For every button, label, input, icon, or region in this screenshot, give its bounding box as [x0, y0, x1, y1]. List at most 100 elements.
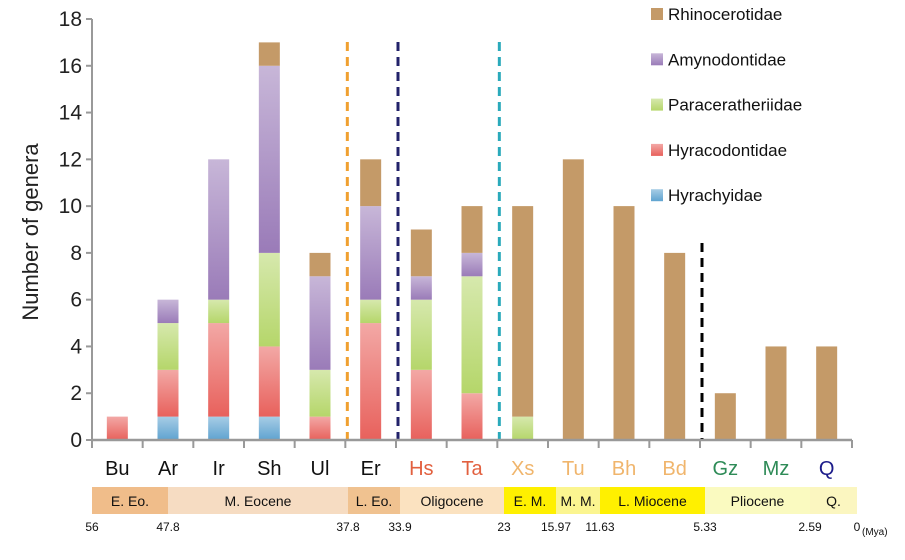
bar-segment-Bu-hyracodontidae	[106, 416, 128, 440]
boundary-age-label: 56	[85, 520, 99, 534]
y-tick-label: 14	[59, 102, 83, 125]
bar-segment-Ir-hyracodontidae	[208, 323, 230, 417]
y-axis-label: Number of genera	[18, 143, 43, 321]
x-tick-label: Bd	[662, 458, 686, 480]
y-tick-label: 12	[59, 148, 82, 171]
bar-segment-Hs-rhinocerotidae	[410, 229, 432, 277]
period-band	[92, 487, 168, 514]
bar-segment-Ul-rhinocerotidae	[309, 252, 331, 277]
legend-label: Rhinocerotidae	[668, 5, 782, 24]
legend: Rhinocerotidae Amynodontidae Paraceratheri…	[651, 5, 802, 205]
x-tick-label: Bu	[105, 458, 129, 480]
bar-segment-Ul-paraceratheriidae	[309, 369, 331, 417]
legend-label: Hyrachyidae	[668, 186, 763, 205]
bar-segment-Ir-paraceratheriidae	[208, 299, 230, 324]
boundary-age-label: 33.9	[388, 520, 412, 534]
legend-label: Paraceratheriidae	[668, 96, 802, 115]
x-tick-label: Gz	[713, 458, 739, 480]
bar-segment-Q-rhinocerotidae	[816, 346, 838, 440]
bar-segment-Tu-rhinocerotidae	[562, 159, 584, 441]
y-tick-label: 18	[59, 8, 82, 31]
bar-segment-Bd-rhinocerotidae	[664, 252, 686, 440]
period-label: E. M.	[514, 493, 547, 509]
period-label: L. Eo.	[356, 493, 393, 509]
x-tick-label: Ta	[461, 458, 483, 480]
bar-segment-Gz-rhinocerotidae	[714, 393, 736, 440]
period-band	[556, 487, 600, 514]
x-tick-label: Bh	[612, 458, 636, 480]
y-tick-label: 4	[70, 335, 82, 358]
legend-label: Amynodontidae	[668, 50, 786, 69]
legend-swatch-paraceratheriidae	[651, 98, 663, 111]
bar-segment-Sh-paraceratheriidae	[258, 252, 280, 347]
period-label: Oligocene	[420, 493, 483, 509]
x-tick-label: Ar	[158, 458, 178, 480]
bar-segment-Hs-amynodontidae	[410, 276, 432, 300]
period-band	[400, 487, 504, 514]
bar-segment-Xs-paraceratheriidae	[512, 416, 534, 440]
boundary-age-label: 2.59	[798, 520, 822, 534]
period-band	[810, 487, 857, 514]
y-tick-label: 2	[70, 382, 82, 405]
bar-segment-Ar-paraceratheriidae	[157, 323, 179, 370]
bar-segment-Ir-hyrachyidae	[208, 416, 230, 440]
legend-swatch-rhinocerotidae	[651, 8, 663, 20]
legend-swatch-amynodontidae	[651, 53, 663, 66]
age-unit-label: (Mya)	[862, 527, 888, 538]
x-tick-label: Er	[361, 458, 381, 480]
legend-swatch-hyrachyidae	[651, 189, 663, 202]
y-tick-label: 0	[70, 429, 82, 452]
x-tick-label: Sh	[257, 458, 281, 480]
legend-swatch-hyracodontidae	[651, 143, 663, 156]
x-tick-label: Ul	[311, 458, 330, 480]
boundary-age-label: 11.63	[585, 520, 614, 534]
bar-segment-Ta-paraceratheriidae	[461, 276, 483, 394]
bar-segment-Er-hyracodontidae	[360, 323, 382, 440]
bar-segment-Sh-hyracodontidae	[258, 346, 280, 417]
period-label: M. M.	[561, 493, 596, 509]
x-tick-label: Hs	[409, 458, 433, 480]
bar-segment-Sh-rhinocerotidae	[258, 42, 280, 66]
period-band	[504, 487, 556, 514]
y-tick-label: 8	[70, 242, 82, 265]
bar-segment-Mz-rhinocerotidae	[765, 346, 787, 440]
bar-segment-Ar-amynodontidae	[157, 299, 179, 324]
bar-segment-Hs-hyracodontidae	[410, 369, 432, 440]
period-label: L. Miocene	[618, 493, 687, 509]
bar-segment-Er-amynodontidae	[360, 206, 382, 300]
bar-segment-Ul-amynodontidae	[309, 276, 331, 370]
boundary-age-label: 37.8	[336, 520, 360, 534]
x-tick-label: Q	[819, 458, 835, 480]
bar-segment-Ta-rhinocerotidae	[461, 206, 483, 253]
period-label: M. Eocene	[225, 493, 292, 509]
axes: 0 2 4 6 8 10 12 14 16 18 Bu Ar Ir Sh Ul Er Hs Ta Xs Tu Bh Bd G…	[59, 8, 853, 480]
bar-segment-Ar-hyrachyidae	[157, 416, 179, 440]
period-label: Q.	[826, 493, 841, 509]
period-label: Pliocene	[731, 493, 785, 509]
bar-segment-Ar-hyracodontidae	[157, 369, 179, 417]
x-tick-label: Xs	[511, 458, 534, 480]
bar-segment-Sh-amynodontidae	[258, 65, 280, 253]
x-tick-label: Tu	[562, 458, 585, 480]
period-label: E. Eo.	[111, 493, 149, 509]
bar-segment-Xs-rhinocerotidae	[512, 206, 534, 417]
period-band	[705, 487, 810, 514]
period-band	[348, 487, 400, 514]
boundary-age-label: 23	[497, 520, 511, 534]
y-tick-label: 10	[59, 195, 82, 218]
boundary-age-label: 15.97	[541, 520, 571, 534]
period-band	[168, 487, 348, 514]
bars-layer	[106, 42, 838, 441]
bar-segment-Ta-amynodontidae	[461, 252, 483, 277]
bar-segment-Ul-hyracodontidae	[309, 416, 331, 440]
y-tick-label: 16	[59, 55, 82, 78]
period-band	[600, 487, 705, 514]
bar-segment-Bh-rhinocerotidae	[613, 206, 635, 440]
bar-segment-Er-paraceratheriidae	[360, 299, 382, 324]
boundary-age-label: 0	[854, 520, 861, 534]
bar-segment-Sh-hyrachyidae	[258, 416, 280, 440]
geologic-timescale: E. Eo. M. Eocene L. Eo. Oligocene E. M. M. M.…	[85, 487, 888, 538]
y-tick-label: 6	[70, 289, 82, 312]
boundary-age-label: 47.8	[156, 520, 180, 534]
boundary-age-label: 5.33	[693, 520, 717, 534]
